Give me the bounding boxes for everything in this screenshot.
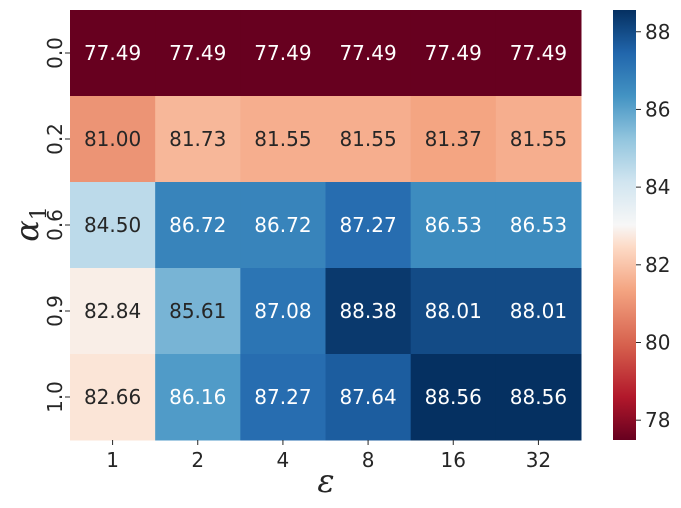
heatmap-cell	[495, 10, 582, 97]
y-axis-ticks: 0.0 0.2 0.6 0.9 1.0	[43, 37, 70, 413]
heatmap-cell	[495, 182, 582, 269]
cell-value-label: 86.72	[169, 213, 226, 237]
heatmap-cell	[155, 182, 241, 269]
heatmap-cell	[410, 10, 497, 97]
cell-value-label: 87.64	[339, 385, 396, 409]
cell-value-label: 82.84	[84, 299, 141, 323]
cell-value-label: 81.55	[339, 127, 396, 151]
heatmap-cell	[70, 96, 156, 183]
colorbar	[613, 10, 636, 440]
cell-value-label: 87.27	[254, 385, 311, 409]
heatmap-cell	[325, 354, 412, 441]
heatmap-cell	[410, 354, 497, 441]
cell-value-label: 86.72	[254, 213, 311, 237]
heatmap-cell	[240, 354, 326, 441]
y-tick-label: 1.0	[43, 381, 67, 413]
heatmap-cell	[240, 268, 326, 355]
heatmap-cell	[325, 268, 412, 355]
cell-value-label: 77.49	[339, 41, 396, 65]
heatmap-cell	[70, 354, 156, 441]
heatmap-cell-labels: 77.49 77.49 77.49 77.49 77.49 77.49 81.00 81.73…	[84, 41, 567, 409]
cell-value-label: 86.53	[425, 213, 482, 237]
heatmap-cell	[495, 268, 582, 355]
colorbar-tick-label: 80	[645, 331, 670, 355]
y-tick-label: 0.9	[43, 295, 67, 327]
heatmap-cell	[155, 96, 241, 183]
colorbar-tick-label: 84	[645, 175, 670, 199]
heatmap-cell	[70, 10, 156, 97]
cell-value-label: 77.49	[254, 41, 311, 65]
cell-value-label: 81.55	[254, 127, 311, 151]
heatmap-cell	[70, 268, 156, 355]
cell-value-label: 77.49	[510, 41, 567, 65]
x-tick-label: 16	[441, 448, 466, 472]
heatmap-cell	[495, 96, 582, 183]
y-tick-label: 0.2	[43, 123, 67, 155]
cell-value-label: 86.16	[169, 385, 226, 409]
cell-value-label: 84.50	[84, 213, 141, 237]
heatmap-cell	[240, 96, 326, 183]
cell-value-label: 85.61	[169, 299, 226, 323]
x-tick-label: 4	[277, 448, 290, 472]
cell-value-label: 88.56	[425, 385, 482, 409]
cell-value-label: 81.37	[425, 127, 482, 151]
heatmap-cell	[495, 354, 582, 441]
cell-value-label: 81.00	[84, 127, 141, 151]
cell-value-label: 81.55	[510, 127, 567, 151]
heatmap-cell	[325, 96, 412, 183]
cell-value-label: 88.38	[339, 299, 396, 323]
cell-value-label: 87.27	[339, 213, 396, 237]
colorbar-tick-label: 86	[645, 97, 670, 121]
heatmap-cell	[240, 182, 326, 269]
heatmap-cell	[240, 10, 326, 97]
x-tick-label: 8	[362, 448, 375, 472]
x-tick-label: 1	[106, 448, 119, 472]
cell-value-label: 82.66	[84, 385, 141, 409]
heatmap-cell	[70, 182, 156, 269]
cell-value-label: 87.08	[254, 299, 311, 323]
x-axis-ticks: 1 2 4 8 16 32	[106, 440, 551, 472]
cell-value-label: 77.49	[169, 41, 226, 65]
heatmap-cell	[155, 10, 241, 97]
cell-value-label: 81.73	[169, 127, 226, 151]
heatmap-cell	[410, 268, 497, 355]
y-axis-label-main: α	[8, 220, 46, 242]
colorbar-tick-label: 88	[645, 20, 670, 44]
y-axis-label: α1	[8, 206, 52, 242]
cell-value-label: 88.01	[510, 299, 567, 323]
heatmap-cells	[70, 10, 582, 441]
heatmap-cell	[325, 182, 412, 269]
cell-value-label: 77.49	[84, 41, 141, 65]
x-tick-label: 32	[526, 448, 551, 472]
x-axis-label: ε	[317, 462, 334, 500]
y-axis-label-subscript: 1	[27, 206, 52, 220]
colorbar-tick-label: 78	[645, 408, 670, 432]
cell-value-label: 77.49	[425, 41, 482, 65]
heatmap-cell	[155, 354, 241, 441]
heatmap-cell	[325, 10, 412, 97]
x-tick-label: 2	[191, 448, 204, 472]
cell-value-label: 88.01	[425, 299, 482, 323]
heatmap-cell	[155, 268, 241, 355]
heatmap-cell	[410, 182, 497, 269]
colorbar-tick-label: 82	[645, 253, 670, 277]
cell-value-label: 88.56	[510, 385, 567, 409]
y-tick-label: 0.0	[43, 37, 67, 69]
heatmap-cell	[410, 96, 497, 183]
colorbar-ticks: 78 80 82 84 86 88	[636, 20, 670, 432]
cell-value-label: 86.53	[510, 213, 567, 237]
y-tick-label: 0.6	[43, 209, 67, 241]
